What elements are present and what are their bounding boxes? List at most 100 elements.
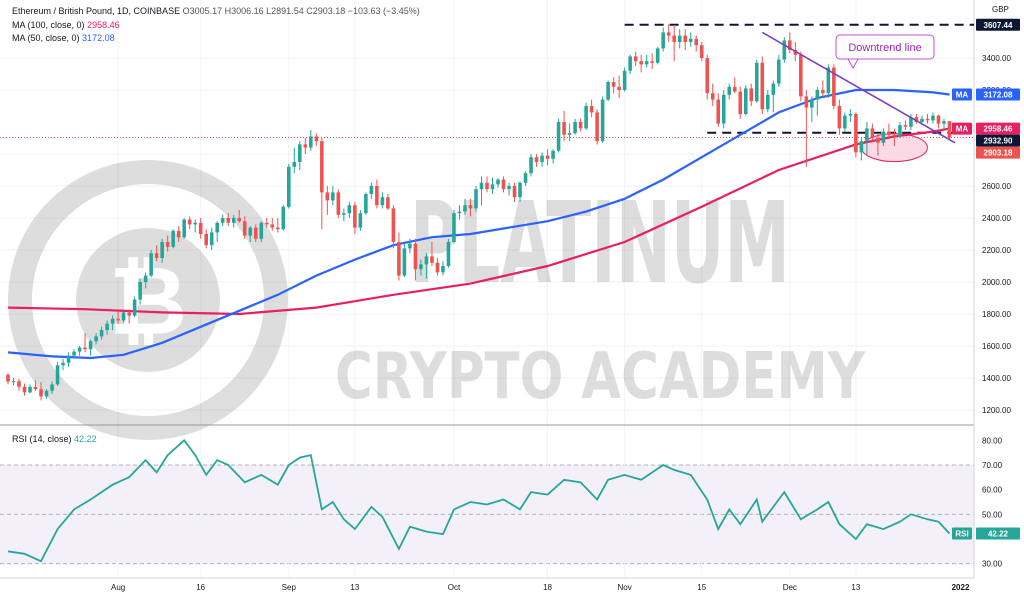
candle-body: [754, 62, 759, 102]
time-tick-label: 13: [350, 583, 359, 592]
candles: [6, 24, 952, 401]
candle-body: [672, 35, 676, 42]
ma100-legend[interactable]: MA (100, close, 0) 2958.46: [12, 20, 120, 30]
candle-body: [633, 56, 638, 62]
candle-body: [804, 96, 809, 108]
downtrend-callout-pointer: [847, 58, 859, 70]
candle-down: [694, 35, 699, 52]
candle-body: [72, 351, 76, 356]
symbol-legend: Ethereum / British Pound, 1D, COINBASE O…: [12, 6, 420, 16]
candle-body: [325, 192, 330, 201]
candle-body: [430, 256, 434, 263]
candle-up: [11, 378, 16, 386]
candle-up: [287, 163, 291, 209]
ma-tag-label: MA: [956, 90, 969, 99]
rsi-tag-label: RSI: [955, 530, 968, 539]
candle-body: [39, 389, 43, 397]
candle-up: [182, 218, 186, 239]
candle-body: [413, 243, 418, 270]
candle-body: [176, 230, 181, 238]
trend: [761, 31, 956, 144]
candle-body: [666, 32, 671, 36]
candle-body: [490, 184, 495, 190]
time-tick-label: 15: [697, 583, 706, 592]
candle-down: [430, 242, 434, 266]
candle-body: [22, 386, 27, 393]
candle-up: [380, 192, 385, 209]
candle-up: [110, 315, 115, 330]
candle-body: [788, 40, 792, 50]
candle-up: [132, 296, 137, 318]
candle-body: [854, 114, 858, 153]
candle-body: [303, 144, 308, 148]
candle-down: [320, 138, 324, 230]
price-tick-label: 1600.00: [982, 342, 1011, 351]
candle-body: [848, 114, 853, 116]
candle-down: [512, 182, 517, 202]
downtrend-callout-box[interactable]: [835, 34, 935, 60]
rsi-pane: [7, 438, 951, 563]
candle-up: [149, 250, 153, 278]
symbol-title[interactable]: Ethereum / British Pound, 1D, COINBASE: [12, 6, 181, 16]
time-tick-label: Aug: [111, 583, 125, 592]
candle-body: [17, 381, 21, 387]
candle-body: [732, 86, 737, 92]
candle-up: [628, 54, 632, 74]
candle-body: [876, 138, 880, 143]
candle-down: [716, 93, 721, 127]
candle-body: [259, 222, 264, 239]
candle-body: [215, 222, 220, 233]
candle-down: [242, 216, 247, 239]
candle-down: [650, 53, 654, 70]
candle-down: [821, 80, 825, 97]
candle-body: [44, 390, 49, 397]
candle-up: [364, 192, 368, 215]
candle-up: [446, 238, 451, 268]
candle-body: [253, 227, 258, 239]
watermark-logo-circle: [8, 160, 288, 440]
candle-body: [881, 131, 886, 143]
candle-body: [606, 82, 610, 100]
candle-body: [859, 141, 864, 153]
candle-up: [463, 198, 467, 215]
candle-body: [556, 122, 561, 151]
candle-body: [898, 125, 902, 137]
candle-body: [187, 219, 192, 225]
candle-body: [799, 54, 803, 97]
ma50-legend[interactable]: MA (50, close, 0) 3172.08: [12, 33, 115, 43]
candle-body: [28, 386, 32, 393]
candle-body: [364, 194, 368, 214]
price-badge: [976, 88, 1020, 101]
candle-up: [688, 32, 693, 47]
candle-up: [457, 205, 462, 220]
candle-up: [606, 80, 610, 102]
candle-body: [644, 61, 649, 65]
candle-body: [275, 227, 280, 230]
candle-body: [132, 299, 137, 316]
watermark-line2: CRYPTO ACADEMY: [335, 340, 866, 414]
ohlc-values: O3005.17 H3006.16 L2891.54 C2903.18 −103…: [182, 6, 420, 16]
candle-body: [435, 262, 440, 273]
candle-up: [859, 138, 864, 161]
candle-body: [452, 213, 456, 242]
ma100-value: 2958.46: [87, 20, 120, 30]
candle-body: [66, 355, 71, 363]
price-badge-label: 2903.18: [984, 149, 1013, 158]
rsi-legend[interactable]: RSI (14, close) 42.22: [12, 434, 97, 444]
candle-up: [848, 109, 853, 122]
candle-down: [705, 54, 710, 100]
candle-body: [231, 218, 236, 223]
price-badge-label: 3172.08: [984, 90, 1013, 99]
candle-down: [788, 32, 792, 54]
price-tick-label: 2200.00: [982, 246, 1011, 255]
candle-up: [644, 54, 649, 68]
candle-up: [810, 96, 814, 122]
candle-up: [622, 67, 627, 92]
candle-body: [617, 86, 621, 90]
candle-body: [507, 186, 511, 190]
candle-up: [408, 238, 412, 254]
candle-body: [99, 330, 104, 337]
candle-body: [496, 179, 500, 185]
candle-up: [121, 310, 126, 323]
candle-body: [88, 341, 93, 350]
